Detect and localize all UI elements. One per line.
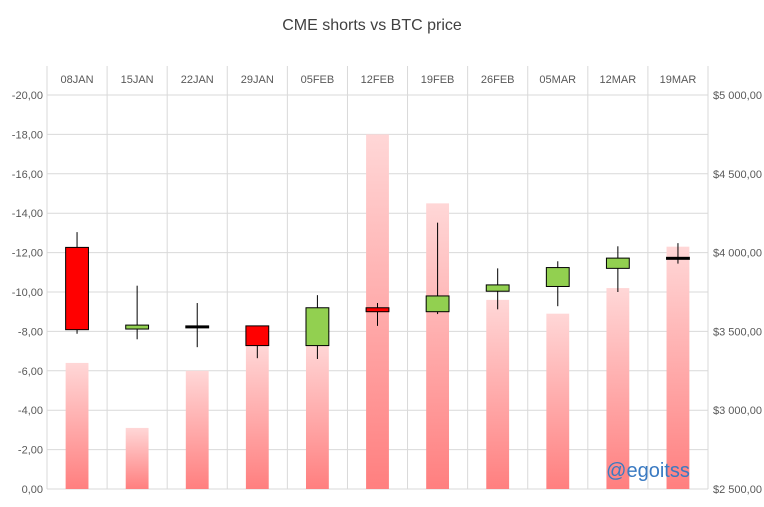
x-tick-label: 19FEB xyxy=(421,74,455,86)
x-tick-label: 05FEB xyxy=(301,74,335,86)
left-tick-label: -6,00 xyxy=(18,366,43,378)
candle-body xyxy=(65,246,89,331)
candle-body xyxy=(605,257,630,269)
btc-candles xyxy=(65,222,690,359)
x-tick-label: 12FEB xyxy=(361,74,395,86)
candle-body xyxy=(666,256,690,260)
shorts-bar xyxy=(305,343,329,489)
candle-body xyxy=(125,324,150,330)
shorts-bar xyxy=(426,203,450,489)
right-tick-label: $4 000,00 xyxy=(713,248,762,260)
candle-body xyxy=(545,267,570,287)
x-tick-label: 29JAN xyxy=(241,74,274,86)
x-tick-label: 12MAR xyxy=(600,74,637,86)
candle-body xyxy=(305,307,330,347)
candle-body xyxy=(185,325,210,329)
right-tick-label: $5 000,00 xyxy=(713,90,762,102)
shorts-bar xyxy=(546,313,570,489)
left-tick-label: -2,00 xyxy=(18,445,43,457)
x-tick-label: 15JAN xyxy=(121,74,154,86)
candle-body xyxy=(245,325,270,347)
right-tick-label: $3 500,00 xyxy=(713,326,762,338)
right-tick-label: $3 000,00 xyxy=(713,405,762,417)
x-tick-label: 19MAR xyxy=(660,74,697,86)
right-axis-ticks: $5 000,00 $4 500,00 $4 000,00 $3 500,00 $3 0… xyxy=(713,90,762,496)
candle-body xyxy=(365,307,390,313)
gridlines xyxy=(46,66,709,490)
left-tick-label: -10,00 xyxy=(12,287,43,299)
shorts-bar xyxy=(486,299,510,489)
shorts-bar xyxy=(606,288,630,489)
x-axis-ticks: 08JAN 15JAN 22JAN 29JAN 05FEB 12FEB 19FEB 26FEB… xyxy=(61,74,697,86)
left-tick-label: -8,00 xyxy=(18,326,43,338)
x-tick-label: 22JAN xyxy=(181,74,214,86)
candle-body xyxy=(485,284,510,292)
chart-title: CME shorts vs BTC price xyxy=(282,17,462,34)
left-tick-label: 0,00 xyxy=(22,484,43,496)
left-tick-label: -16,00 xyxy=(12,169,43,181)
right-tick-label: $4 500,00 xyxy=(713,169,762,181)
candle-body xyxy=(425,295,450,313)
left-tick-label: -20,00 xyxy=(12,90,43,102)
right-tick-label: $2 500,00 xyxy=(713,484,762,496)
x-tick-label: 05MAR xyxy=(539,74,576,86)
shorts-bar xyxy=(185,370,209,489)
x-tick-label: 08JAN xyxy=(61,74,94,86)
shorts-bar xyxy=(65,362,89,489)
left-tick-label: -14,00 xyxy=(12,208,43,220)
shorts-bar xyxy=(245,345,269,489)
x-tick-label: 26FEB xyxy=(481,74,515,86)
watermark: @egoitss xyxy=(606,460,690,482)
left-axis-ticks: -20,00 -18,00 -16,00 -14,00 -12,00 -10,00 -8,0… xyxy=(12,90,43,496)
shorts-bars xyxy=(65,134,690,489)
left-tick-label: -18,00 xyxy=(12,129,43,141)
shorts-bar xyxy=(125,427,149,489)
shorts-bar xyxy=(666,246,690,489)
left-tick-label: -12,00 xyxy=(12,248,43,260)
left-tick-label: -4,00 xyxy=(18,405,43,417)
